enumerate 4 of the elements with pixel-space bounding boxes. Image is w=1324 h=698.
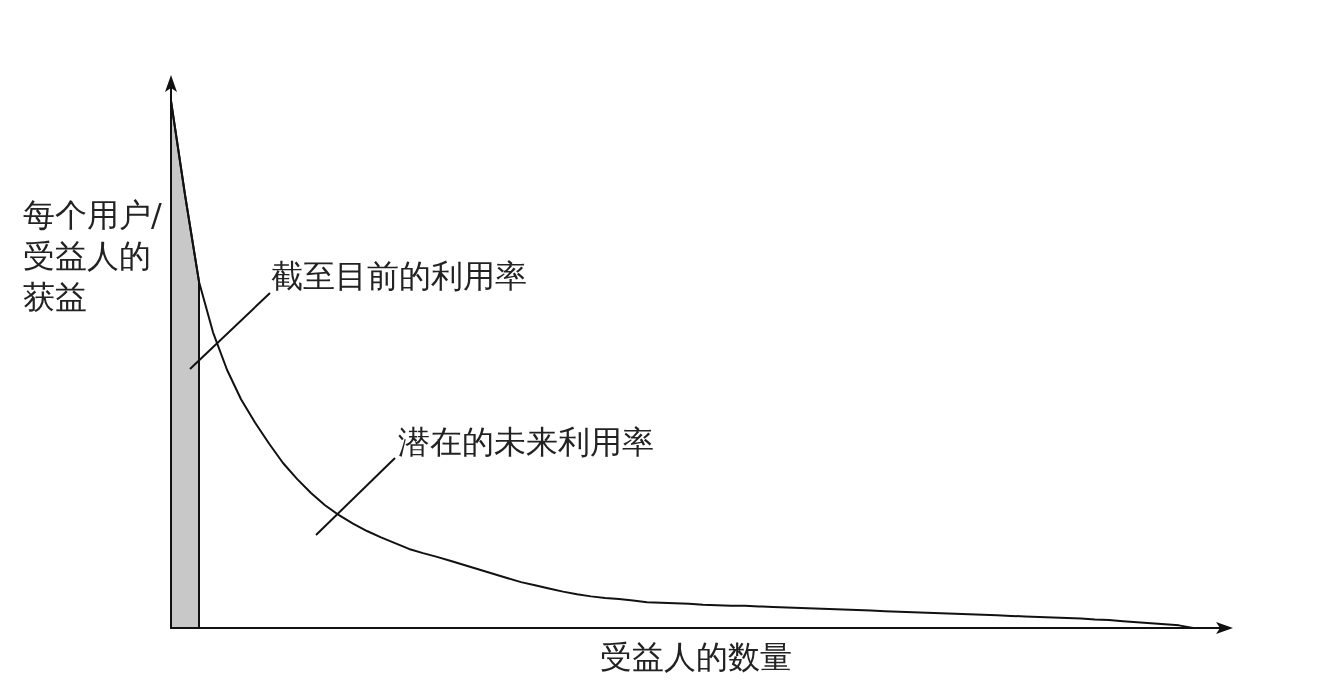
y-axis-title: 每个用户/受益人的获益 [23, 195, 162, 316]
annotation: 截至目前的利用率 [271, 257, 527, 295]
annotation: 潜在的未来利用率 [398, 423, 654, 461]
x-axis-title: 受益人的数量 [600, 637, 792, 676]
